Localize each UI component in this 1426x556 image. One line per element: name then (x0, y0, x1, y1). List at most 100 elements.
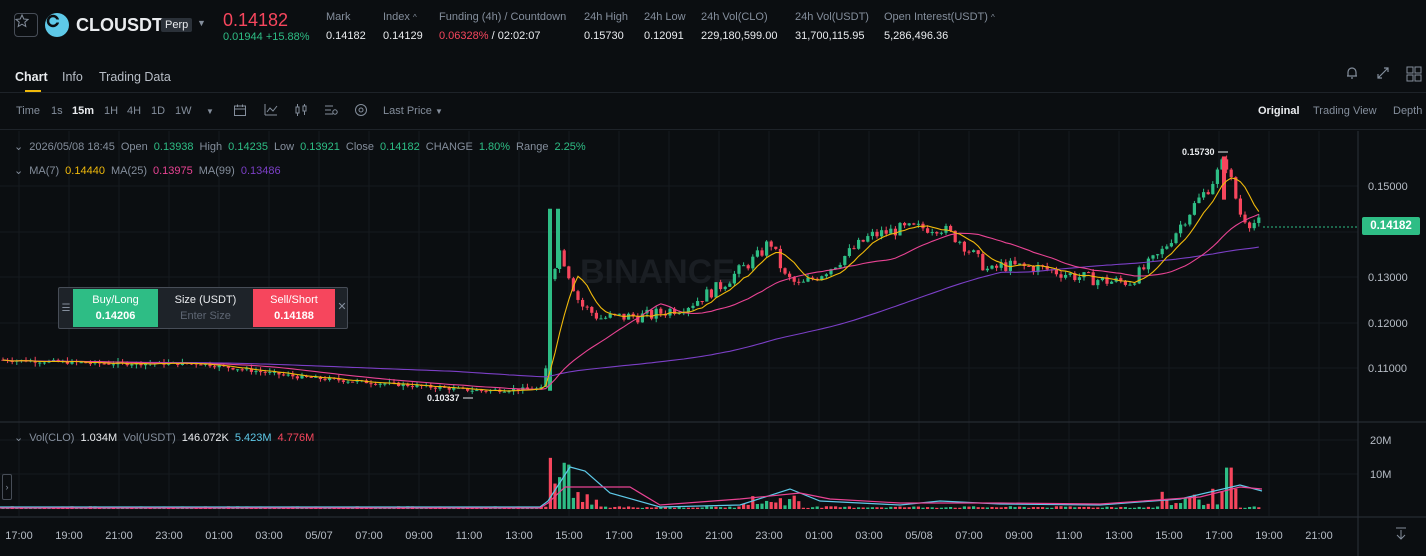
volume-bar (737, 506, 741, 509)
candle-body (277, 371, 281, 375)
candle-body (769, 241, 773, 247)
view-depth[interactable]: Depth (1393, 105, 1423, 117)
chart-area[interactable]: BINANCE 0.15730 0.10337 0.15000 0.13000 0.120… (0, 131, 1426, 556)
sell-short-button[interactable]: Sell/Short 0.14188 (253, 289, 335, 327)
candle-body (765, 241, 769, 256)
current-price-badge: 0.14182 (1362, 217, 1420, 235)
symbol-name[interactable]: CLOUSDT (76, 15, 163, 35)
volume-bar (995, 507, 999, 509)
volume-bar (999, 507, 1003, 509)
drag-handle-icon[interactable]: ☰ (61, 302, 71, 314)
volume-bar (889, 506, 893, 509)
interval-dropdown-chevron-icon[interactable]: ▼ (206, 107, 214, 116)
interval-15m[interactable]: 15m (72, 105, 95, 117)
candle-body (788, 273, 792, 278)
time-axis-label: 19:00 (1255, 530, 1283, 542)
close-icon[interactable]: ✕ (337, 301, 347, 313)
candle-body (898, 223, 902, 236)
candlestick-chart[interactable]: BINANCE 0.15730 0.10337 0.15000 0.13000 0.120… (0, 131, 1426, 556)
volume-info-line: ⌄ Vol(CLO) 1.034M Vol(USDT) 146.072K 5.423M 4.… (14, 432, 315, 444)
candle-body (912, 223, 916, 225)
interval-time[interactable]: Time (16, 105, 41, 117)
volume-bar (742, 503, 746, 509)
candle-body (903, 223, 907, 226)
quick-order-widget: ☰ Buy/Long 0.14206 Size (USDT) Enter Siz… (58, 287, 348, 329)
ohlc-close: 0.14182 (380, 141, 420, 153)
size-input[interactable]: Size (USDT) Enter Size (158, 289, 253, 327)
tab-info[interactable]: Info (62, 70, 83, 84)
candle-body (824, 274, 828, 277)
volume-bar (631, 507, 635, 509)
volume-bar (962, 506, 966, 509)
candle-body (1018, 263, 1022, 265)
ma7-line (2, 177, 1260, 392)
tab-chart[interactable]: Chart (15, 70, 48, 84)
volume-bar (1100, 507, 1104, 509)
candle-body (236, 369, 240, 371)
volume-bar (976, 507, 980, 509)
volume-bar (769, 501, 773, 509)
expand-panel-icon[interactable]: › (2, 474, 12, 500)
favorite-star-icon[interactable] (14, 13, 38, 37)
candle-body (705, 289, 709, 302)
ohlc-collapse-icon: ⌄ (14, 141, 24, 153)
price-type-chevron-icon: ▼ (434, 107, 443, 116)
stat-value: 229,180,599.00 (701, 30, 778, 42)
candle-body (1008, 260, 1012, 272)
volume-bar (935, 507, 939, 509)
layout-grid-icon[interactable] (1406, 66, 1422, 82)
candle-body (383, 383, 387, 385)
volume-bar (732, 507, 736, 509)
volume-bar (1018, 506, 1022, 509)
tab-trading-data[interactable]: Trading Data (99, 70, 171, 84)
stat-open-interest[interactable]: Open Interest(USDT) ^ 5,286,496.36 (884, 11, 995, 42)
candle-body (755, 250, 759, 257)
symbol-dropdown-chevron-icon[interactable]: ▼ (197, 18, 206, 28)
price-axis-label: 0.12000 (1368, 318, 1408, 330)
candle-body (1252, 222, 1256, 229)
fullscreen-icon[interactable] (1376, 66, 1392, 82)
time-axis-label: 17:00 (605, 530, 633, 542)
buy-long-button[interactable]: Buy/Long 0.14206 (73, 289, 158, 327)
candle-body (801, 281, 805, 283)
candle-body (1243, 214, 1247, 223)
interval-4h[interactable]: 4H (127, 105, 142, 117)
candle-body (544, 368, 548, 387)
stat-index[interactable]: Index ^ 0.14129 (383, 11, 423, 42)
volume-bar (1045, 507, 1049, 509)
vol-ma-a: 5.423M (234, 432, 272, 444)
interval-1d[interactable]: 1D (151, 105, 166, 117)
ma-info-line: ⌄ MA(7) 0.14440 MA(25) 0.13975 MA(99) 0.13486 (14, 165, 281, 177)
volume-bar (953, 507, 957, 509)
volume-axis-label: 20M (1370, 435, 1391, 447)
ohlc-change: 1.80% (478, 141, 511, 153)
volume-bar (916, 506, 920, 509)
volume-bar (1197, 499, 1201, 509)
scroll-to-latest-icon (1396, 527, 1406, 540)
view-trading-view[interactable]: Trading View (1313, 105, 1377, 117)
price-type-select[interactable]: Last Price ▼ (383, 105, 443, 117)
volume-bar (1183, 497, 1187, 509)
candle-body (829, 269, 833, 275)
candle-body (1068, 273, 1072, 275)
volume-bar (981, 507, 985, 509)
candle-body (102, 363, 106, 365)
view-original[interactable]: Original (1258, 105, 1300, 117)
volume-bar (1156, 506, 1160, 509)
time-axis-label: 07:00 (355, 530, 383, 542)
volume-bar (820, 507, 824, 509)
candle-body (443, 386, 447, 388)
candle-body (217, 365, 221, 368)
interval-1h[interactable]: 1H (104, 105, 119, 117)
volume-bar (659, 506, 663, 509)
interval-1s[interactable]: 1s (51, 105, 63, 117)
interval-1w[interactable]: 1W (175, 105, 192, 117)
candle-body (1211, 183, 1215, 195)
candle-body (475, 390, 479, 392)
volume-bar (1027, 507, 1031, 509)
volume-bar (1165, 498, 1169, 509)
bell-icon[interactable] (1345, 66, 1361, 82)
candle-body (949, 225, 953, 231)
volume-bar (797, 501, 801, 509)
ma99-value: 0.13486 (240, 165, 281, 177)
